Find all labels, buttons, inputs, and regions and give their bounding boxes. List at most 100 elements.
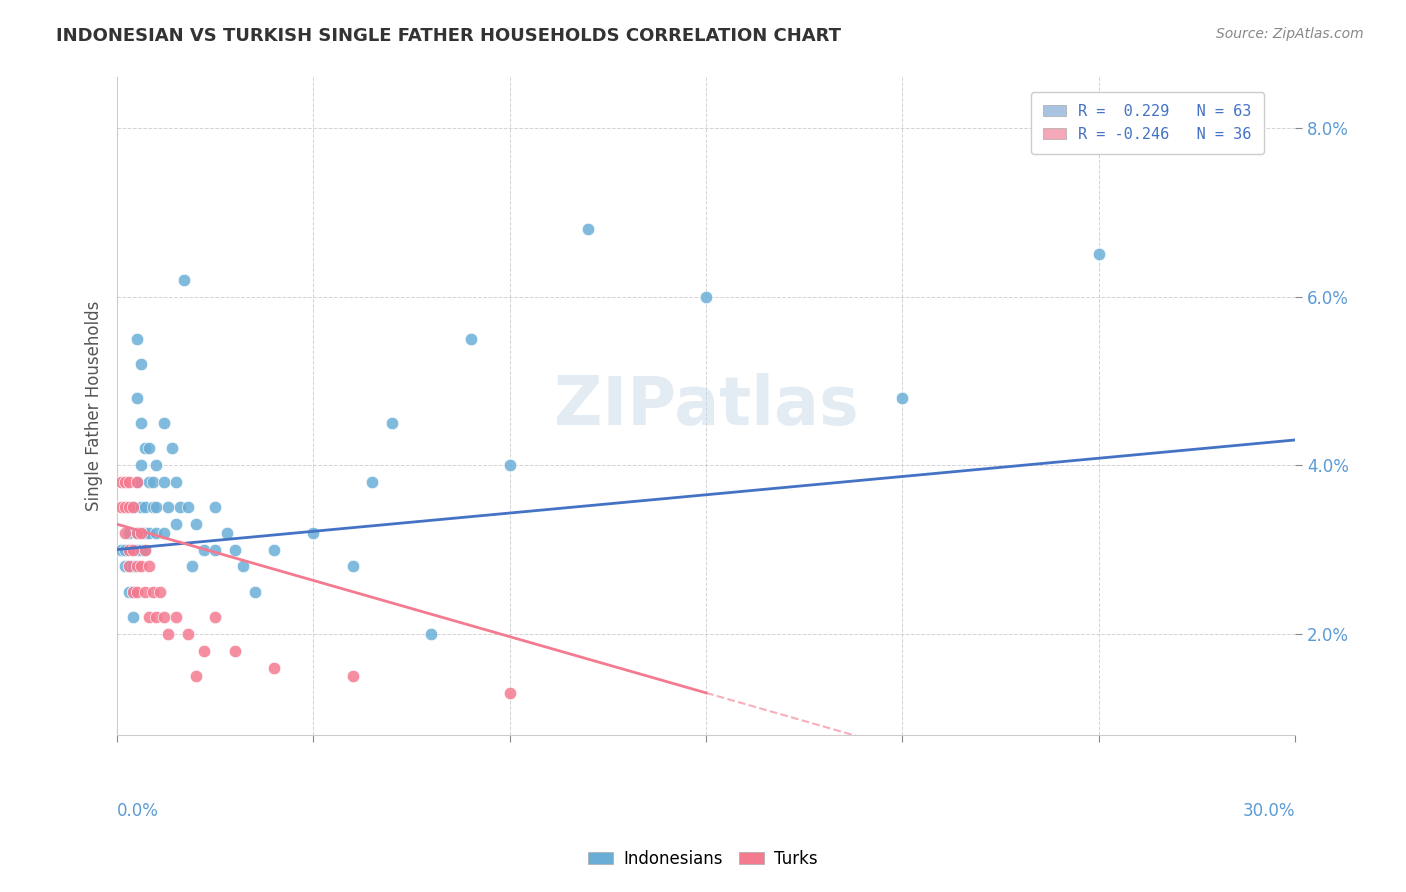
Point xyxy=(134,500,156,515)
Legend: R =  0.229   N = 63, R = -0.246   N = 36: R = 0.229 N = 63, R = -0.246 N = 36 xyxy=(1031,92,1264,153)
Point xyxy=(122,542,145,557)
Point xyxy=(165,610,187,624)
Point xyxy=(138,610,160,624)
Point xyxy=(134,584,156,599)
Text: 30.0%: 30.0% xyxy=(1243,803,1295,821)
Point xyxy=(138,559,160,574)
Point xyxy=(263,660,285,674)
Point xyxy=(122,559,145,574)
Point xyxy=(302,525,325,540)
Point xyxy=(141,475,163,489)
Point xyxy=(204,610,226,624)
Point xyxy=(145,525,167,540)
Point xyxy=(145,500,167,515)
Point xyxy=(122,500,145,515)
Point xyxy=(193,644,215,658)
Point xyxy=(118,525,141,540)
Point xyxy=(499,458,522,473)
Point xyxy=(110,500,132,515)
Point xyxy=(160,442,183,456)
Point xyxy=(125,475,148,489)
Point xyxy=(232,559,254,574)
Point xyxy=(125,391,148,405)
Point xyxy=(169,500,191,515)
Point xyxy=(891,391,914,405)
Point xyxy=(576,222,599,236)
Point xyxy=(224,644,246,658)
Point xyxy=(157,500,180,515)
Point xyxy=(184,517,207,532)
Point xyxy=(125,559,148,574)
Point xyxy=(177,500,200,515)
Point xyxy=(114,542,136,557)
Point xyxy=(138,442,160,456)
Point xyxy=(184,669,207,683)
Point xyxy=(1087,247,1109,261)
Point xyxy=(118,584,141,599)
Point xyxy=(224,542,246,557)
Point xyxy=(134,525,156,540)
Point xyxy=(129,416,152,430)
Point xyxy=(125,525,148,540)
Point xyxy=(129,559,152,574)
Point xyxy=(125,542,148,557)
Point xyxy=(177,627,200,641)
Point xyxy=(165,517,187,532)
Point xyxy=(110,542,132,557)
Point xyxy=(114,475,136,489)
Point xyxy=(125,525,148,540)
Point xyxy=(173,273,195,287)
Point xyxy=(129,500,152,515)
Point xyxy=(138,525,160,540)
Point xyxy=(129,542,152,557)
Point xyxy=(118,500,141,515)
Point xyxy=(114,500,136,515)
Point xyxy=(118,559,141,574)
Point xyxy=(153,525,176,540)
Point xyxy=(342,559,364,574)
Point xyxy=(129,525,152,540)
Point xyxy=(695,290,717,304)
Point xyxy=(145,458,167,473)
Point xyxy=(180,559,202,574)
Point xyxy=(134,542,156,557)
Point xyxy=(141,584,163,599)
Point xyxy=(204,500,226,515)
Point xyxy=(110,475,132,489)
Point xyxy=(381,416,404,430)
Y-axis label: Single Father Households: Single Father Households xyxy=(86,301,103,511)
Point xyxy=(263,542,285,557)
Point xyxy=(129,357,152,371)
Point xyxy=(122,610,145,624)
Point xyxy=(141,500,163,515)
Point xyxy=(129,458,152,473)
Point xyxy=(122,584,145,599)
Point xyxy=(122,500,145,515)
Point xyxy=(125,584,148,599)
Point xyxy=(193,542,215,557)
Point xyxy=(204,542,226,557)
Point xyxy=(217,525,239,540)
Text: Source: ZipAtlas.com: Source: ZipAtlas.com xyxy=(1216,27,1364,41)
Point xyxy=(420,627,443,641)
Point xyxy=(153,475,176,489)
Point xyxy=(153,416,176,430)
Point xyxy=(165,475,187,489)
Point xyxy=(134,542,156,557)
Point xyxy=(342,669,364,683)
Point xyxy=(138,475,160,489)
Point xyxy=(125,475,148,489)
Point xyxy=(153,610,176,624)
Text: ZIPatlas: ZIPatlas xyxy=(554,373,859,439)
Point xyxy=(114,525,136,540)
Point xyxy=(114,559,136,574)
Point xyxy=(361,475,384,489)
Point xyxy=(118,559,141,574)
Legend: Indonesians, Turks: Indonesians, Turks xyxy=(582,844,824,875)
Text: 0.0%: 0.0% xyxy=(117,803,159,821)
Point xyxy=(145,610,167,624)
Point xyxy=(134,442,156,456)
Point xyxy=(243,584,266,599)
Point xyxy=(122,584,145,599)
Point xyxy=(125,332,148,346)
